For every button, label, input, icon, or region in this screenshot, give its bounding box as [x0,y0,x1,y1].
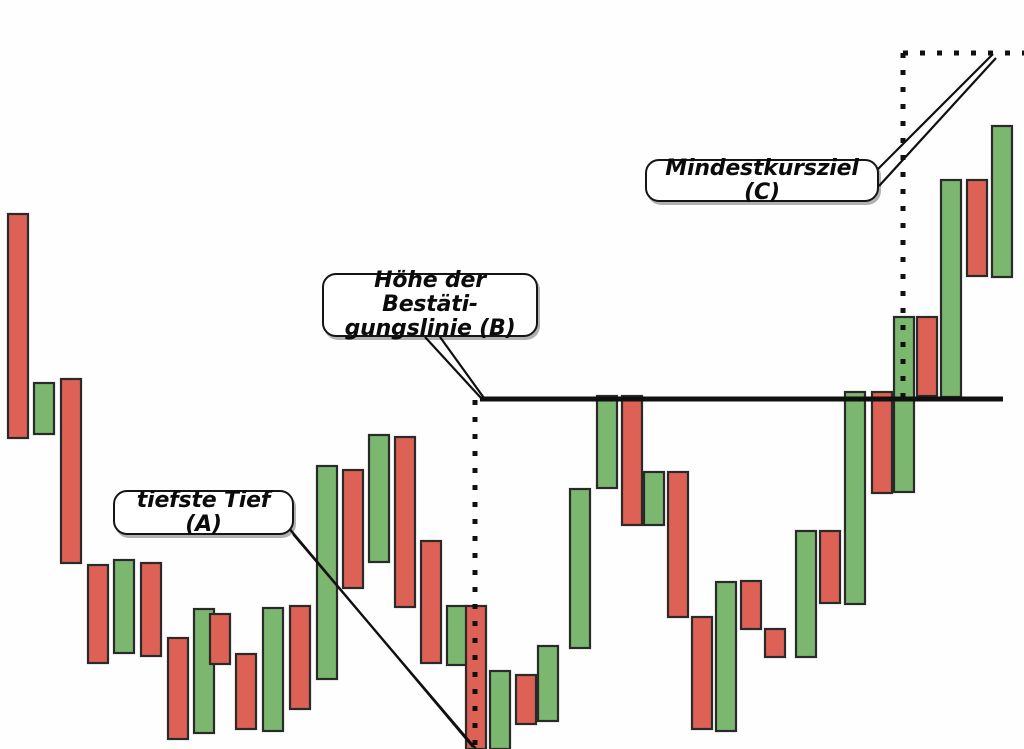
callout-tiefste-tief[interactable]: tiefste Tief (A) [113,487,294,537]
candle-body [536,644,560,723]
candle-body [367,433,391,564]
candle-body [939,178,963,399]
candle-body [288,604,312,711]
candle-body [32,381,56,436]
candle-body [341,468,365,590]
candle-body [6,212,30,440]
candle-body [86,563,110,665]
candle-body [843,390,867,606]
callout-tiefste-tief-label: tiefste Tief (A) [136,487,271,537]
candle-body [763,627,787,659]
candle-body [818,529,842,605]
candle-body [642,470,666,527]
candle-body [112,558,136,655]
candle-bodies-group [6,124,1014,749]
candle-body [739,579,763,631]
callout-mindestkursziel[interactable]: Mindestkursziel (C) [645,155,879,205]
candle-body [419,539,443,665]
candle-body [393,435,417,609]
callout-leader-lines-group [287,53,997,749]
candle-body [166,636,190,741]
callout-mindestkursziel-label: Mindestkursziel (C) [665,155,859,205]
callout-hoehe-bestaetigungslinie-label: Höhe der Bestäti- gungslinie (B) [344,268,516,341]
candle-body [965,178,989,278]
candle-body [595,394,619,490]
candle-body [666,470,690,619]
candle-body [445,604,469,667]
candle-body [261,606,285,733]
candle-body [892,315,916,494]
candle-body [488,669,512,749]
candle-body [690,615,714,731]
candle-body [915,315,939,398]
callout-leader-b [424,336,482,399]
candle-body [514,673,538,726]
callout-leader-a [292,533,477,749]
callout-leader-c [878,57,997,187]
callout-leader-c [874,53,994,173]
candle-body [620,394,644,527]
candle-body [208,612,232,666]
candle-body [794,529,818,659]
candle-body [234,652,258,731]
candle-body [568,487,592,650]
candle-body [714,580,738,733]
candle-body [139,561,163,658]
candle-body [990,124,1014,279]
callout-hoehe-bestaetigungslinie[interactable]: Höhe der Bestäti- gungslinie (B) [322,269,538,340]
callout-leader-b [439,336,485,399]
candle-body [870,390,894,495]
candle-body [59,377,83,565]
reference-lines-group [472,50,1024,749]
